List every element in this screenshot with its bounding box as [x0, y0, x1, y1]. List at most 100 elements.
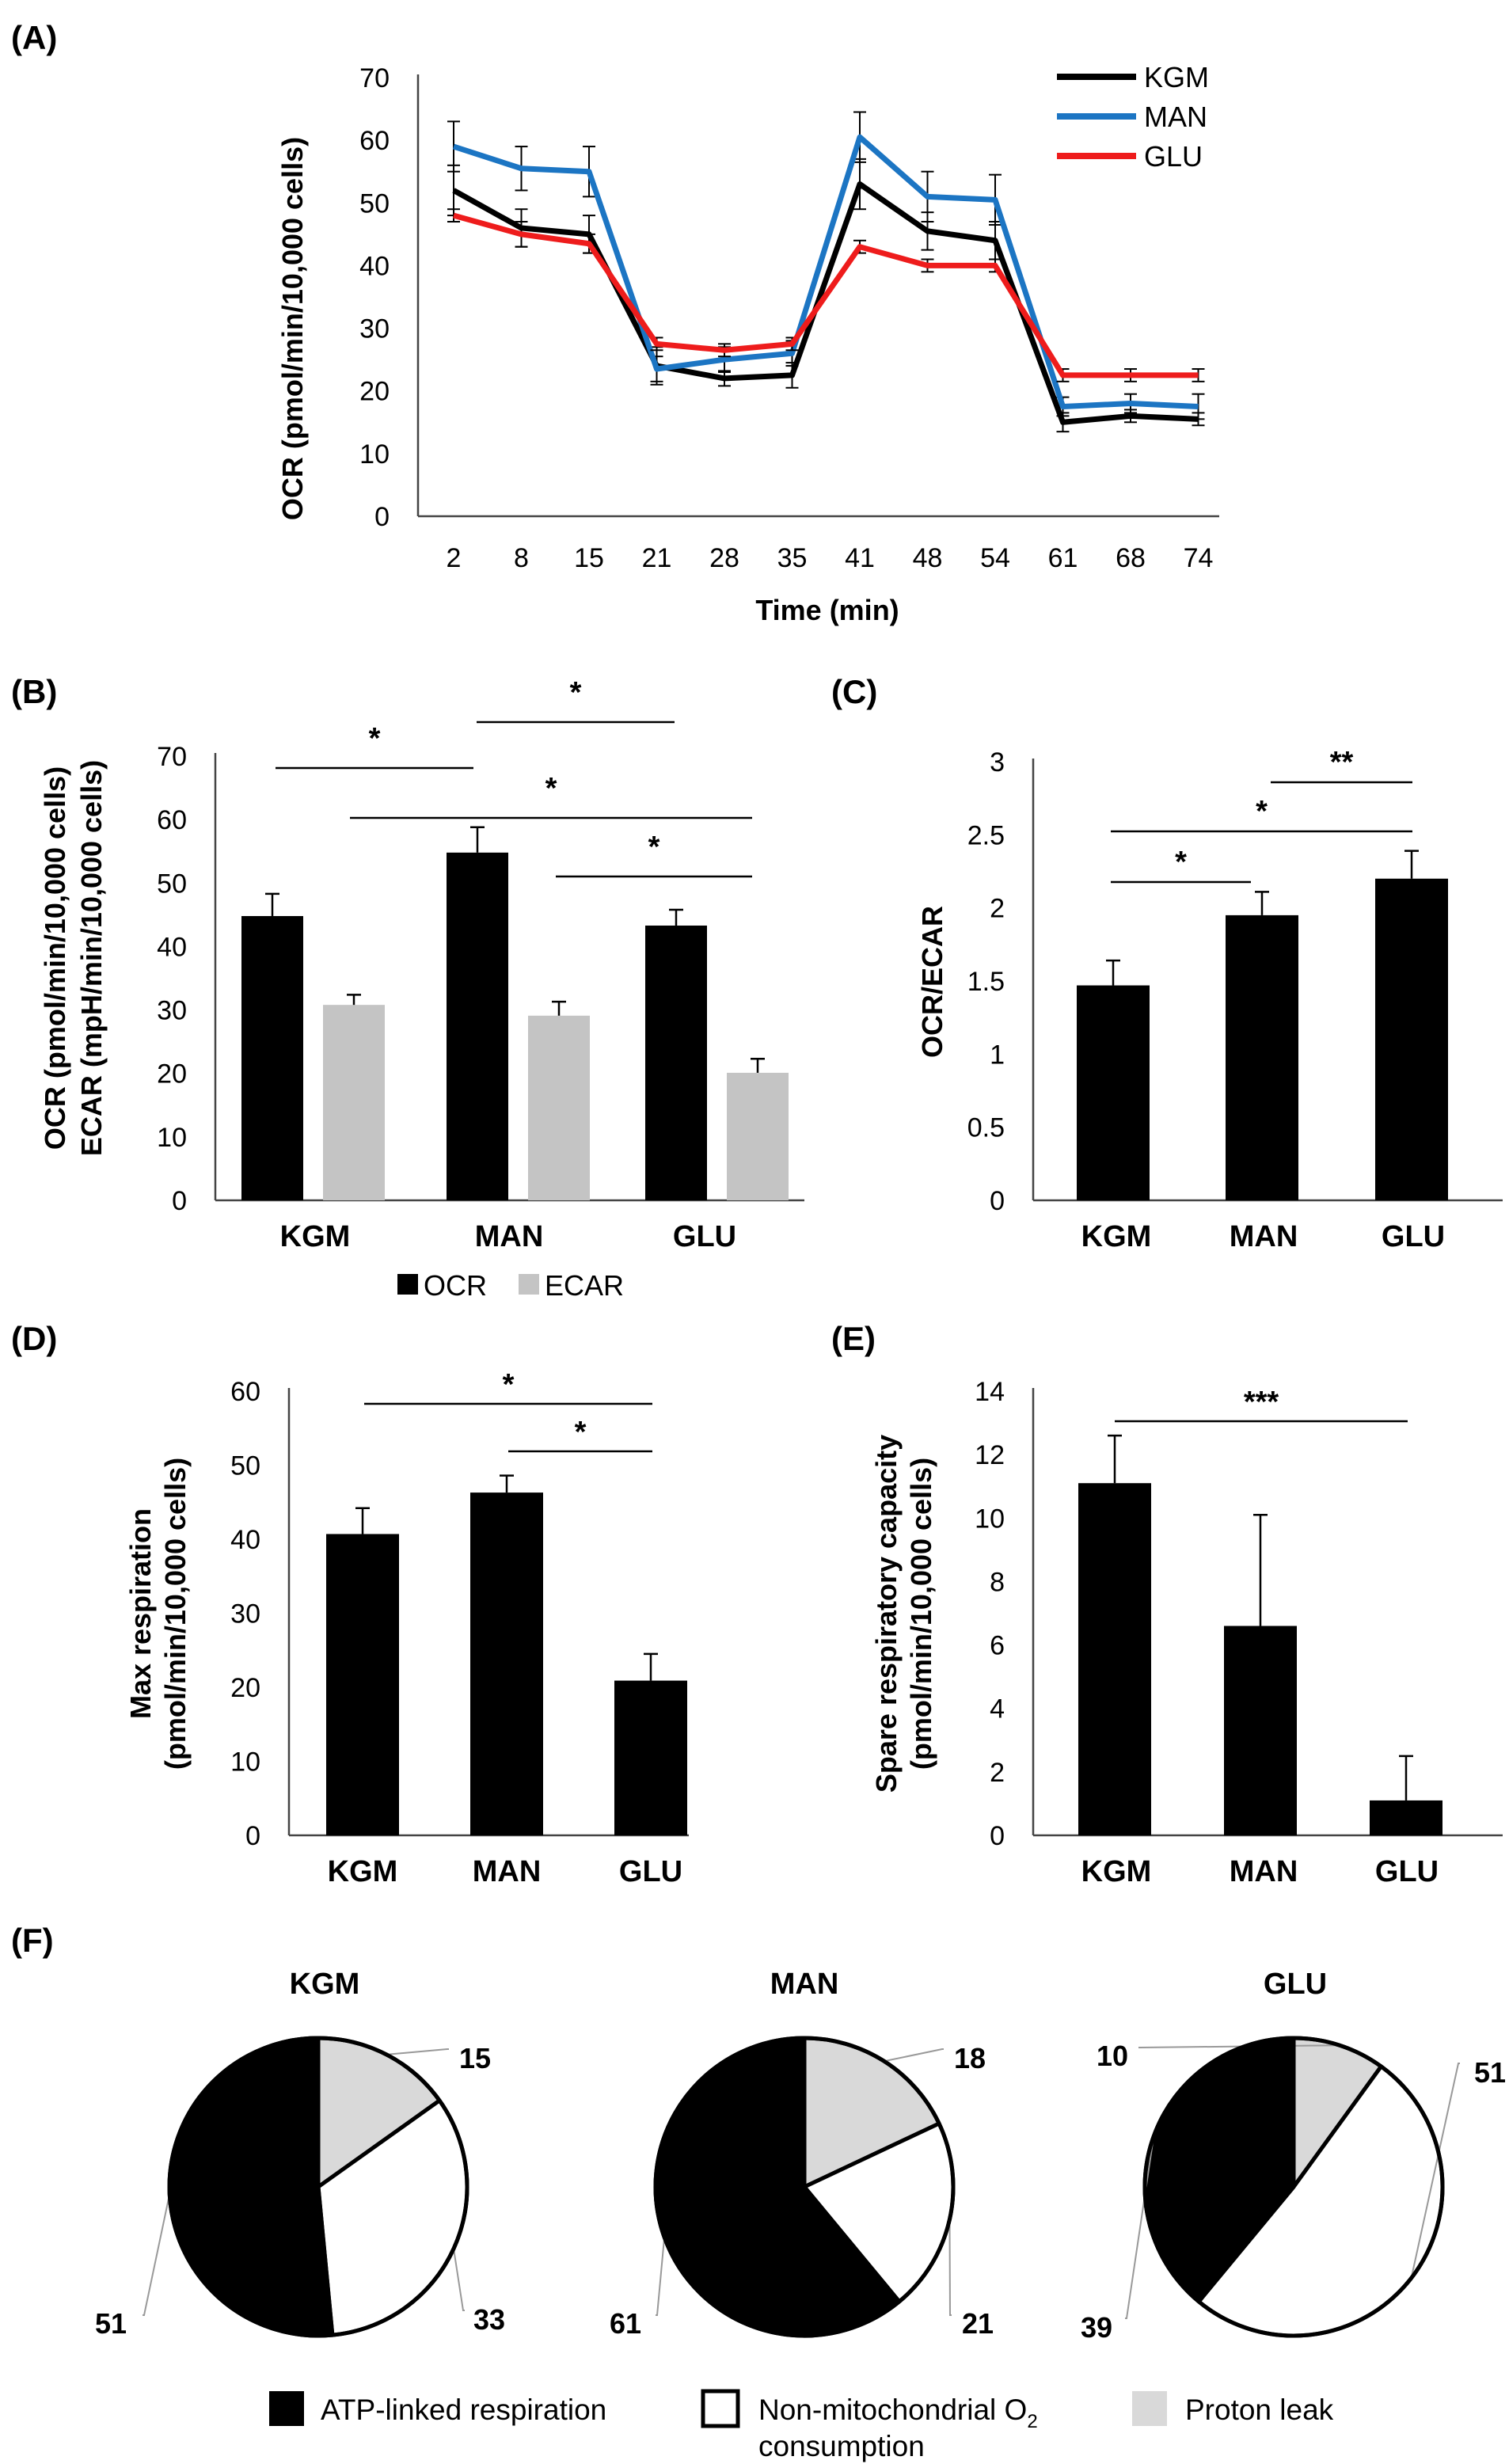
pie-value-nonmito-glu: 51: [1474, 2056, 1506, 2089]
panel-c-x-tick: MAN: [1230, 1220, 1298, 1253]
bar-max-respiration-glu: [614, 1680, 687, 1835]
panel-e-x-tick: GLU: [1375, 1855, 1439, 1888]
panel-a-y-tick: 70: [359, 63, 390, 93]
panel-e-y-axis-title-2: (pmol/min/10,000 cells): [905, 1458, 937, 1770]
pie-value-atp-kgm: 51: [95, 2307, 127, 2340]
panel-label-f: (F): [11, 1922, 54, 1959]
bar-spare-capacity-man: [1224, 1626, 1297, 1835]
panel-d-y-axis-title-2: (pmol/min/10,000 cells): [159, 1458, 192, 1770]
panel-c-y-tick: 3: [990, 747, 1005, 778]
pie-value-leak-kgm: 15: [459, 2042, 491, 2074]
panel-c-y-tick: 2.5: [967, 820, 1005, 850]
significance-marker: *: [369, 722, 381, 755]
bar-spare-capacity-glu: [1370, 1800, 1442, 1835]
panel-a-x-axis-title: Time (min): [755, 594, 899, 626]
panel-e-bar-chart: Spare respiratory capacity (pmol/min/10,…: [870, 1377, 1503, 1888]
pie-outline: [1142, 2036, 1445, 2338]
panel-a-y-tick: 50: [359, 188, 390, 219]
significance-marker: *: [648, 831, 660, 864]
panel-a-x-tick: 28: [709, 543, 739, 573]
bar-ecar-kgm: [323, 1005, 385, 1200]
legend-label-nonmito-2: consumption: [758, 2430, 925, 2462]
panel-e-y-tick: 2: [990, 1758, 1005, 1788]
panel-e-y-tick: 4: [990, 1694, 1005, 1724]
panel-d-y-tick: 20: [230, 1673, 260, 1703]
panel-e-x-tick: KGM: [1081, 1855, 1152, 1888]
panel-a-y-tick: 20: [359, 377, 390, 407]
significance-marker: *: [545, 772, 557, 805]
panel-d-y-tick: 40: [230, 1525, 260, 1555]
panel-c-y-tick: 2: [990, 894, 1005, 924]
panel-b-y-tick: 70: [157, 742, 187, 772]
pie-value-atp-glu: 39: [1081, 2311, 1112, 2344]
significance-marker: *: [1256, 795, 1268, 828]
pie-leader-line: [453, 2248, 465, 2311]
legend-swatch-nonmito: [701, 2389, 740, 2428]
panel-b-y-tick: 10: [157, 1123, 187, 1153]
legend-swatch-leak: [1132, 2391, 1167, 2426]
panel-label-e: (E): [831, 1320, 876, 1357]
bar-ocr-glu: [645, 925, 707, 1200]
panel-e-y-tick: 10: [975, 1504, 1005, 1534]
panel-a-x-tick: 35: [777, 543, 808, 573]
panel-c-y-tick: 0: [990, 1186, 1005, 1216]
significance-marker: ***: [1244, 1386, 1279, 1419]
pie-outline: [167, 2036, 469, 2338]
panel-d-y-tick: 60: [230, 1377, 260, 1407]
series-line-man: [452, 134, 1199, 409]
legend-label-atp: ATP-linked respiration: [321, 2394, 606, 2426]
bar-ecar-glu: [727, 1072, 789, 1200]
panel-a-x-tick: 15: [574, 543, 604, 573]
panel-d-y-tick: 30: [230, 1599, 260, 1629]
panel-d-y-axis-title-1: Max respiration: [124, 1508, 157, 1719]
series-line-kgm: [452, 181, 1199, 425]
panel-e-y-tick: 0: [990, 1821, 1005, 1851]
pie-outline: [653, 2036, 956, 2338]
panel-a-x-tick: 61: [1048, 543, 1078, 573]
panel-e-y-tick: 8: [990, 1567, 1005, 1597]
panel-c-y-tick: 1.5: [967, 967, 1005, 997]
bar-ocr-ecar-glu: [1375, 878, 1448, 1200]
panel-a-line-chart: OCR (pmol/min/10,000 cells) Time (min) K…: [276, 61, 1219, 626]
panel-a-x-tick: 48: [913, 543, 943, 573]
significance-marker: *: [1175, 846, 1187, 879]
panel-a-x-tick: 41: [845, 543, 875, 573]
panel-d-x-tick: MAN: [473, 1855, 542, 1888]
pie-leader-line: [1410, 2063, 1460, 2279]
bar-max-respiration-kgm: [326, 1534, 399, 1835]
panel-b-y-tick: 40: [157, 932, 187, 962]
panel-e-x-tick: MAN: [1230, 1855, 1298, 1888]
panel-label-c: (C): [831, 673, 877, 710]
panel-b-y-tick: 30: [157, 996, 187, 1026]
panel-a-x-tick: 54: [980, 543, 1010, 573]
significance-marker: **: [1330, 746, 1354, 779]
bar-max-respiration-man: [470, 1492, 543, 1835]
legend-label-ocr: OCR: [424, 1269, 487, 1302]
panel-e-y-tick: 14: [975, 1377, 1005, 1407]
pie-leader-line: [948, 2219, 952, 2316]
pie-title-kgm: KGM: [290, 1968, 360, 2001]
legend-swatch-ecar: [519, 1274, 539, 1295]
panel-b-y-tick: 50: [157, 869, 187, 899]
panel-b-x-tick: GLU: [673, 1220, 736, 1253]
panel-f-pie-charts: KGM MAN GLU ATP-linked respiration Non-m…: [95, 1968, 1506, 2462]
bar-ocr-ecar-kgm: [1077, 985, 1150, 1200]
panel-a-y-tick: 0: [374, 502, 390, 532]
panel-c-x-tick: KGM: [1081, 1220, 1152, 1253]
panel-b-y-tick: 60: [157, 805, 187, 835]
bar-ecar-man: [528, 1015, 590, 1200]
panel-a-x-tick: 2: [447, 543, 462, 573]
legend-label-glu: GLU: [1144, 140, 1203, 173]
pie-value-atp-man: 61: [610, 2307, 641, 2340]
panel-a-y-tick: 30: [359, 314, 390, 344]
bar-ocr-kgm: [241, 915, 303, 1200]
panel-e-y-tick: 6: [990, 1631, 1005, 1661]
panel-label-b: (B): [11, 673, 57, 710]
pie-leader-line: [656, 2237, 666, 2316]
significance-marker: *: [503, 1368, 515, 1401]
series-line-glu: [453, 212, 1199, 378]
panel-b-y-axis-title-ecar: ECAR (mpH/min/10,000 cells): [75, 760, 108, 1156]
pie-value-nonmito-kgm: 33: [473, 2303, 505, 2336]
panel-label-d: (D): [11, 1320, 57, 1357]
